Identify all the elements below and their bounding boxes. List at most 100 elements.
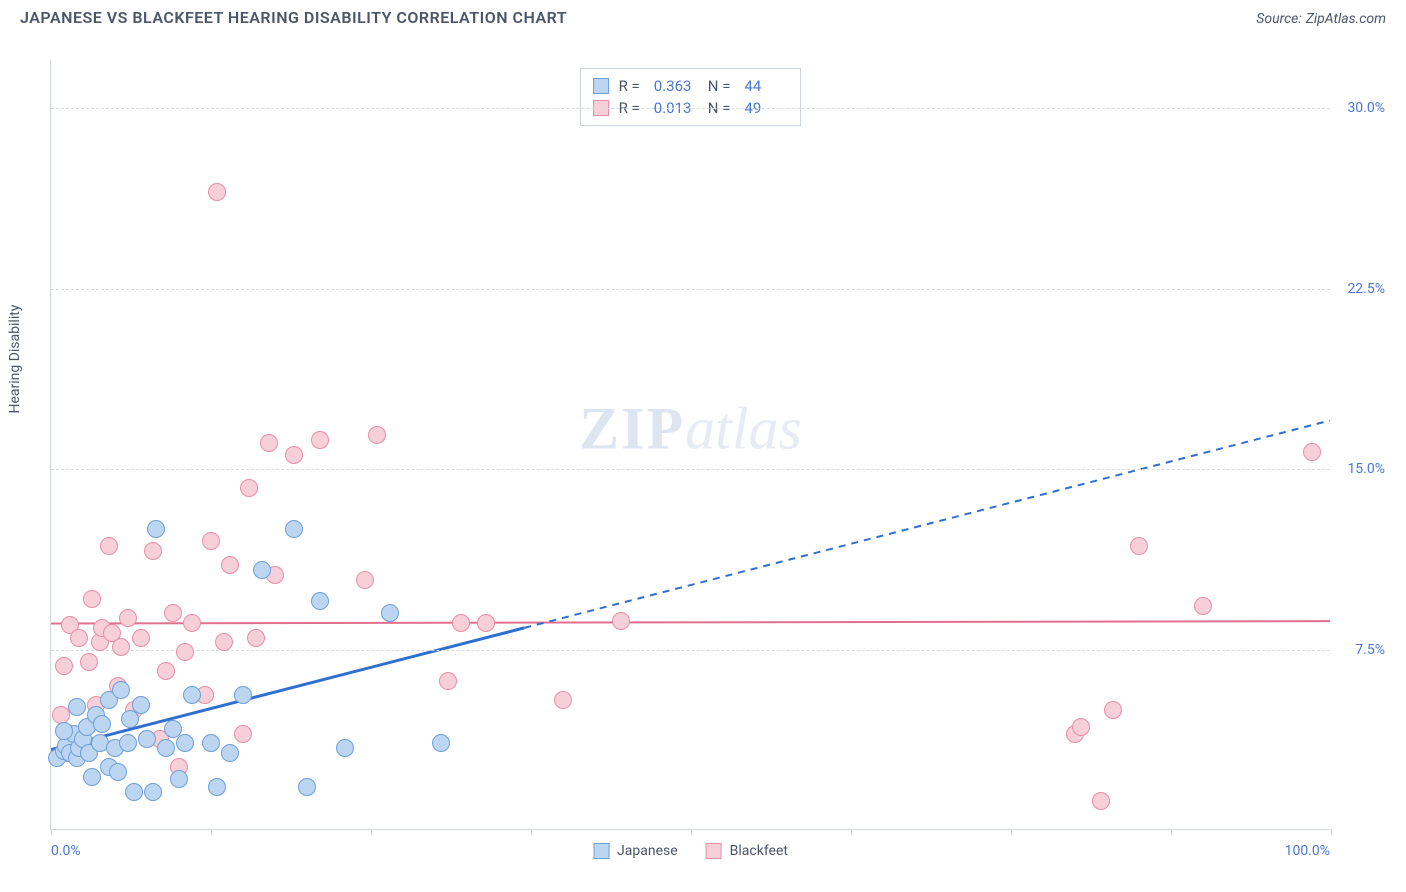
legend-item-japanese: Japanese bbox=[593, 843, 678, 859]
y-tick-label: 22.5% bbox=[1347, 281, 1385, 297]
point-japanese bbox=[208, 778, 226, 796]
gridline bbox=[51, 469, 1330, 470]
x-tick bbox=[1331, 829, 1332, 835]
point-japanese bbox=[285, 520, 303, 538]
point-blackfeet bbox=[356, 571, 374, 589]
chart-title: JAPANESE VS BLACKFEET HEARING DISABILITY… bbox=[20, 8, 567, 27]
point-japanese bbox=[147, 520, 165, 538]
point-blackfeet bbox=[240, 479, 258, 497]
point-japanese bbox=[183, 686, 201, 704]
gridline bbox=[51, 289, 1330, 290]
legend-item-blackfeet: Blackfeet bbox=[706, 843, 788, 859]
x-tick bbox=[371, 829, 372, 835]
point-blackfeet bbox=[221, 556, 239, 574]
n-label: N = bbox=[708, 77, 731, 95]
r-value-japanese: 0.363 bbox=[654, 77, 698, 95]
watermark-zip: ZIP bbox=[579, 396, 685, 462]
point-blackfeet bbox=[164, 604, 182, 622]
point-blackfeet bbox=[80, 653, 98, 671]
point-blackfeet bbox=[260, 434, 278, 452]
x-max-label: 100.0% bbox=[1285, 843, 1330, 859]
x-tick bbox=[691, 829, 692, 835]
point-blackfeet bbox=[612, 612, 630, 630]
point-japanese bbox=[202, 734, 220, 752]
swatch-japanese bbox=[593, 843, 609, 859]
point-blackfeet bbox=[285, 446, 303, 464]
point-blackfeet bbox=[176, 643, 194, 661]
point-blackfeet bbox=[1072, 718, 1090, 736]
point-japanese bbox=[234, 686, 252, 704]
point-blackfeet bbox=[368, 426, 386, 444]
point-japanese bbox=[336, 739, 354, 757]
gridline bbox=[51, 650, 1330, 651]
point-japanese bbox=[119, 734, 137, 752]
point-blackfeet bbox=[247, 629, 265, 647]
legend-label-blackfeet: Blackfeet bbox=[730, 843, 788, 859]
point-japanese bbox=[170, 770, 188, 788]
y-tick-label: 30.0% bbox=[1347, 100, 1385, 116]
point-blackfeet bbox=[1194, 597, 1212, 615]
point-blackfeet bbox=[554, 691, 572, 709]
swatch-blackfeet bbox=[706, 843, 722, 859]
plot-area: ZIPatlas R = 0.363 N = 44 R = 0.013 N = … bbox=[50, 60, 1330, 830]
point-japanese bbox=[311, 592, 329, 610]
x-tick bbox=[51, 829, 52, 835]
point-blackfeet bbox=[234, 725, 252, 743]
point-japanese bbox=[221, 744, 239, 762]
point-japanese bbox=[176, 734, 194, 752]
stats-row-japanese: R = 0.363 N = 44 bbox=[593, 75, 789, 97]
trend-lines bbox=[51, 60, 1330, 829]
chart-container: Hearing Disability ZIPatlas R = 0.363 N … bbox=[20, 50, 1386, 870]
point-blackfeet bbox=[100, 537, 118, 555]
point-blackfeet bbox=[439, 672, 457, 690]
x-tick bbox=[531, 829, 532, 835]
x-tick bbox=[1171, 829, 1172, 835]
point-japanese bbox=[157, 739, 175, 757]
source: Source: ZipAtlas.com bbox=[1256, 8, 1386, 27]
x-tick bbox=[211, 829, 212, 835]
r-label: R = bbox=[619, 77, 640, 95]
point-blackfeet bbox=[55, 657, 73, 675]
source-name: ZipAtlas.com bbox=[1306, 11, 1386, 27]
point-blackfeet bbox=[157, 662, 175, 680]
point-blackfeet bbox=[311, 431, 329, 449]
point-blackfeet bbox=[452, 614, 470, 632]
gridline bbox=[51, 108, 1330, 109]
point-blackfeet bbox=[112, 638, 130, 656]
y-axis-label: Hearing Disability bbox=[7, 305, 23, 414]
point-japanese bbox=[298, 778, 316, 796]
series-legend: Japanese Blackfeet bbox=[593, 843, 788, 859]
point-japanese bbox=[381, 604, 399, 622]
y-tick-label: 15.0% bbox=[1347, 461, 1385, 477]
swatch-japanese bbox=[593, 78, 609, 94]
point-blackfeet bbox=[83, 590, 101, 608]
x-min-label: 0.0% bbox=[51, 843, 81, 859]
legend-label-japanese: Japanese bbox=[617, 843, 678, 859]
point-japanese bbox=[55, 722, 73, 740]
point-japanese bbox=[112, 681, 130, 699]
watermark: ZIPatlas bbox=[579, 395, 802, 464]
point-blackfeet bbox=[1104, 701, 1122, 719]
point-blackfeet bbox=[1303, 443, 1321, 461]
point-japanese bbox=[68, 698, 86, 716]
point-japanese bbox=[132, 696, 150, 714]
point-blackfeet bbox=[183, 614, 201, 632]
point-japanese bbox=[432, 734, 450, 752]
point-blackfeet bbox=[144, 542, 162, 560]
point-japanese bbox=[125, 783, 143, 801]
point-blackfeet bbox=[1130, 537, 1148, 555]
point-blackfeet bbox=[119, 609, 137, 627]
stats-legend: R = 0.363 N = 44 R = 0.013 N = 49 bbox=[580, 68, 802, 126]
point-blackfeet bbox=[70, 629, 88, 647]
n-value-japanese: 44 bbox=[744, 77, 788, 95]
point-blackfeet bbox=[215, 633, 233, 651]
point-japanese bbox=[164, 720, 182, 738]
point-japanese bbox=[253, 561, 271, 579]
point-blackfeet bbox=[477, 614, 495, 632]
point-japanese bbox=[83, 768, 101, 786]
point-blackfeet bbox=[1092, 792, 1110, 810]
point-blackfeet bbox=[132, 629, 150, 647]
point-japanese bbox=[93, 715, 111, 733]
watermark-atlas: atlas bbox=[685, 396, 802, 462]
point-japanese bbox=[109, 763, 127, 781]
